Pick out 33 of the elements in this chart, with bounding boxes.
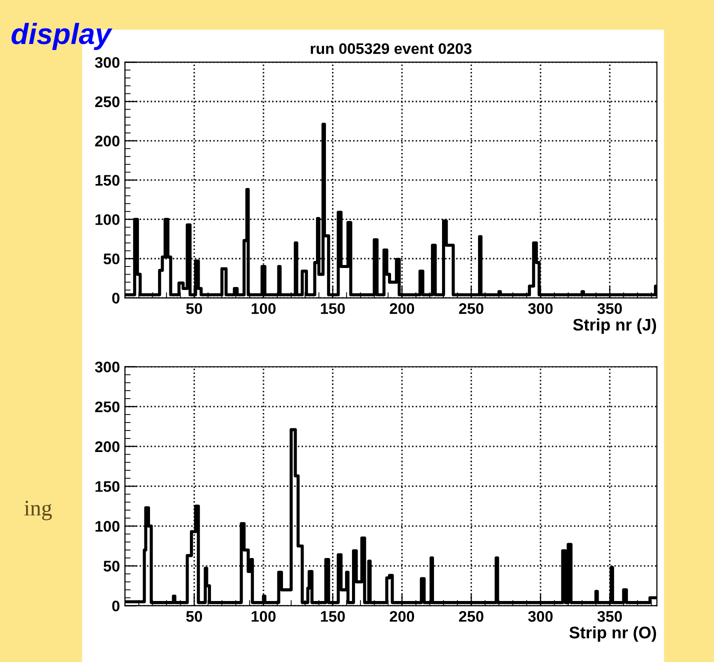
text: ing xyxy=(24,500,52,520)
y-tick-label: 150 xyxy=(96,174,120,186)
x-tick-label: 350 xyxy=(597,303,622,314)
x-axis-title: Strip nr (O) xyxy=(569,626,656,642)
y-tick-label: 300 xyxy=(94,362,120,372)
x-tick-label: 200 xyxy=(390,610,414,622)
x-tick-label: 250 xyxy=(459,303,484,314)
x-tick-label: 150 xyxy=(320,610,345,622)
y-tick-label: 100 xyxy=(96,214,120,226)
x-tick-label: 350 xyxy=(597,610,622,622)
x-tick-label: 100 xyxy=(252,610,276,622)
chart-title: run 005329 event 0203 xyxy=(310,43,472,54)
y-tick-label: 250 xyxy=(95,401,120,412)
text: display xyxy=(12,22,112,50)
x-tick-label: 50 xyxy=(186,303,202,314)
y-tick-label: 150 xyxy=(96,481,120,492)
y-tick-label: 50 xyxy=(104,560,120,572)
y-tick-label: 250 xyxy=(95,96,120,108)
x-tick-label: 150 xyxy=(320,303,345,314)
x-tick-label: 100 xyxy=(252,303,276,314)
y-tick-label: 200 xyxy=(95,441,120,452)
x-tick-label: 300 xyxy=(528,610,553,622)
y-tick-label: 300 xyxy=(94,57,120,68)
y-tick-label: 0 xyxy=(112,600,120,612)
y-tick-label: 200 xyxy=(95,136,120,146)
y-tick-label: 50 xyxy=(104,253,120,264)
y-tick-label: 0 xyxy=(112,292,120,304)
x-tick-label: 50 xyxy=(186,610,202,622)
x-axis-title: Strip nr (J) xyxy=(573,318,656,334)
x-tick-label: 200 xyxy=(390,303,414,314)
y-tick-label: 100 xyxy=(96,520,120,532)
x-tick-label: 250 xyxy=(459,610,484,622)
x-tick-label: 300 xyxy=(528,303,553,314)
